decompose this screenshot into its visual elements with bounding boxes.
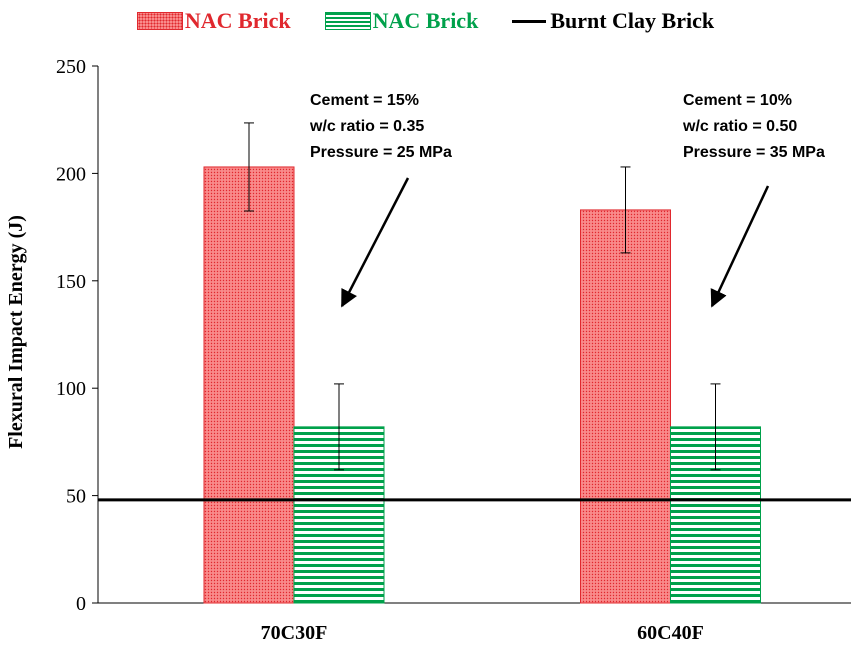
y-tick-label-0: 0 [76, 593, 86, 615]
legend-item-nac-green: NAC Brick [324, 8, 479, 34]
annotation-60c40f: Cement = 10% w/c ratio = 0.50 Pressure =… [683, 88, 825, 166]
legend: NAC Brick NAC Brick Burnt Clay Brick [0, 6, 851, 36]
legend-item-burnt-clay: Burnt Clay Brick [512, 8, 714, 34]
annotation-60c40f-line-3: Pressure = 35 MPa [683, 144, 825, 161]
y-tick-label-150: 150 [56, 271, 86, 293]
annotation-70c30f-line-3: Pressure = 25 MPa [310, 144, 452, 161]
annotation-60c40f-line-2: w/c ratio = 0.50 [683, 118, 798, 135]
bar-60C40F-series-1 [580, 209, 671, 604]
y-tick-label-50: 50 [66, 486, 86, 508]
legend-item-nac-red: NAC Brick [136, 8, 291, 34]
x-tick-label-60C40F: 60C40F [637, 622, 704, 644]
annotation-70c30f: Cement = 15% w/c ratio = 0.35 Pressure =… [310, 88, 452, 166]
legend-swatch-green [324, 12, 371, 30]
y-axis-label: Flexural Impact Energy (J) [5, 215, 27, 449]
x-tick-label-70C30F: 70C30F [261, 622, 328, 644]
legend-label-nac-green: NAC Brick [372, 8, 479, 33]
legend-swatch-red [136, 12, 183, 30]
annotation-70c30f-line-1: Cement = 15% [310, 92, 419, 109]
annotation-70c30f-line-2: w/c ratio = 0.35 [310, 118, 425, 135]
annotation-arrow-70c30f [340, 177, 410, 308]
annotation-arrow-60c40f [710, 185, 770, 308]
legend-label-nac-red: NAC Brick [184, 8, 291, 33]
legend-label-burnt-clay: Burnt Clay Brick [550, 8, 715, 33]
annotation-60c40f-line-1: Cement = 10% [683, 92, 792, 109]
y-tick-label-200: 200 [56, 163, 86, 185]
plot-area: 0 50 100 150 200 250 70C30F 60C40F [56, 56, 851, 644]
y-tick-label-250: 250 [56, 56, 86, 78]
bar-70C30F-series-1 [203, 166, 295, 604]
legend-swatch-line [512, 19, 547, 23]
y-tick-label-100: 100 [56, 378, 86, 400]
